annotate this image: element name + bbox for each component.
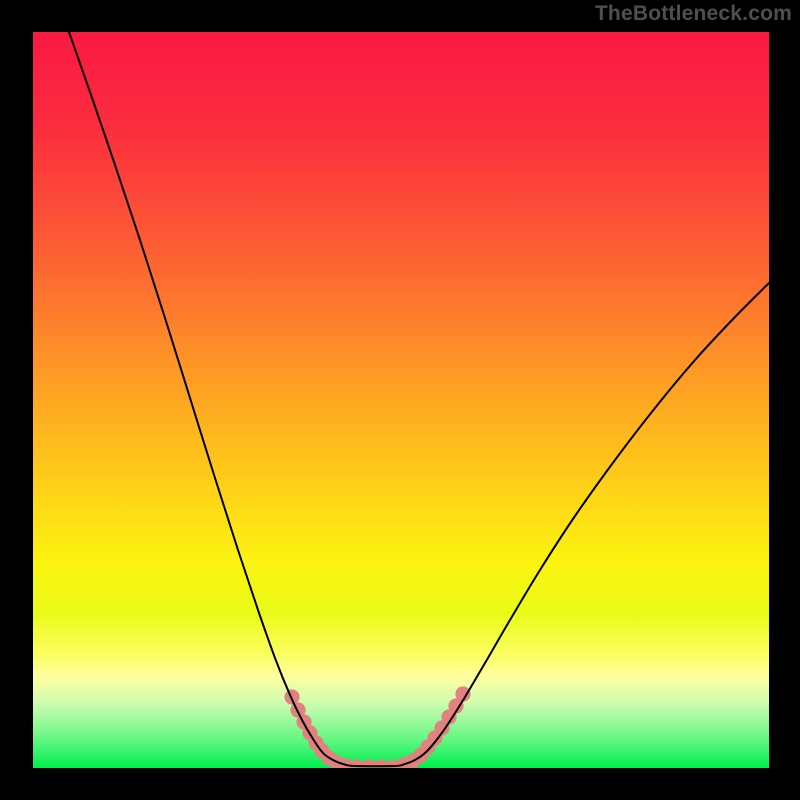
- highlight-dot: [284, 689, 299, 704]
- chart-container: TheBottleneck.com: [0, 0, 800, 800]
- bottleneck-chart: [0, 0, 800, 800]
- attribution-text: TheBottleneck.com: [595, 2, 792, 26]
- gradient-heatmap: [33, 32, 769, 768]
